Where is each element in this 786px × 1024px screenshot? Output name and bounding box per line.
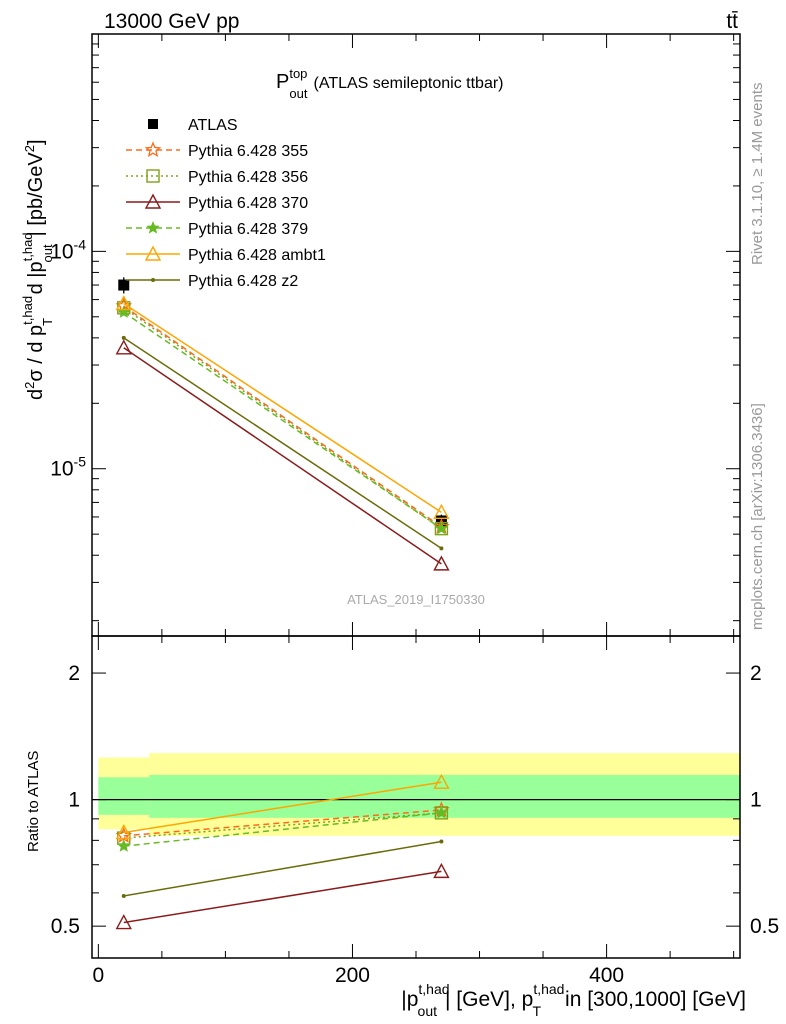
title-sup: top	[289, 66, 307, 81]
legend-marker-2	[146, 169, 160, 183]
main-series-line-6	[123, 337, 442, 550]
rivet-note: Rivet 3.1.10, ≥ 1.4M events	[749, 83, 766, 266]
main-plot-title: Ptop out (ATLAS semileptonic ttbar)	[276, 66, 504, 101]
legend-marker-1	[144, 141, 162, 158]
ratio-y-tick-label-left-2: 2	[68, 662, 80, 685]
main-point-3-1	[433, 555, 450, 571]
main-series-line-4	[123, 311, 442, 530]
ratio-x-tick-label-2: 400	[589, 964, 624, 987]
legend-label-0: ATLAS	[188, 117, 238, 134]
main-series-line-3	[123, 347, 442, 565]
ratio-point-3-0	[117, 839, 131, 852]
main-point-0-0	[118, 279, 130, 291]
ratio-y-tick-label-right-2: 2	[750, 662, 762, 685]
main-y-axis-label: d2σ / d pt,had T d |pt,had out| [pb/GeV2]	[20, 139, 55, 400]
main-point-6-1	[439, 546, 444, 551]
legend-marker-0	[148, 119, 158, 129]
ratio-series-line-2	[123, 870, 442, 924]
legend-label-2: Pythia 6.428 356	[188, 169, 308, 186]
header-right-label: tt̄	[726, 10, 738, 33]
main-y-tick-label-1: 10-4	[50, 236, 86, 263]
legend-label-3: Pythia 6.428 370	[188, 195, 308, 212]
main-series-line-2	[123, 307, 442, 530]
main-point-6-0	[121, 335, 126, 340]
ratio-axes: 0.5 0.5 1 1 2 2 0 200 400	[51, 635, 779, 987]
legend: ATLAS Pythia 6.428 355 Pythia 6.428 356 Pyt…	[126, 117, 326, 290]
main-series-lines	[115, 277, 450, 571]
legend-marker-6	[151, 278, 155, 282]
ratio-point-4-1	[433, 773, 450, 789]
main-y-tick-label-0: 10-5	[50, 454, 86, 481]
legend-marker-3	[144, 193, 162, 209]
legend-label-4: Pythia 6.428 379	[188, 221, 308, 238]
main-point-5-0	[115, 295, 132, 311]
main-point-4-1	[434, 521, 449, 535]
legend-label-5: Pythia 6.428 ambt1	[188, 247, 326, 264]
ratio-point-4-0	[115, 824, 132, 840]
legend-marker-5	[144, 245, 162, 261]
legend-label-6: Pythia 6.428 z2	[188, 273, 298, 290]
ratio-point-2-0	[115, 914, 132, 930]
title-sub: out	[289, 86, 307, 101]
ratio-y-tick-label-right-0: 0.5	[750, 915, 779, 938]
ratio-series-line-5	[123, 840, 442, 897]
ratio-point-3-1	[434, 805, 449, 819]
ratio-x-tick-label-0: 0	[93, 964, 105, 987]
ratio-series-lines	[115, 773, 450, 930]
main-point-4-0	[117, 305, 131, 318]
legend-marker-4	[146, 221, 160, 234]
title-rest: (ATLAS semileptonic ttbar)	[314, 75, 504, 92]
ratio-band-1-0	[98, 777, 150, 815]
ratio-y-tick-label-left-1: 1	[68, 789, 80, 812]
main-point-5-1	[433, 503, 450, 520]
title-main: P	[276, 71, 289, 93]
mcplots-note: mcplots.cern.ch [arXiv:1306.3436]	[749, 403, 766, 630]
legend-label-1: Pythia 6.428 355	[188, 143, 308, 160]
header-left-label: 13000 GeV pp	[104, 10, 239, 33]
main-point-3-0	[115, 339, 132, 355]
ratio-series-line-1	[123, 812, 442, 839]
ratio-point-5-0	[121, 893, 126, 898]
ratio-y-tick-label-right-1: 1	[750, 789, 762, 812]
watermark-label: ATLAS_2019_I1750330	[347, 592, 485, 607]
ratio-point-5-1	[439, 839, 444, 844]
ratio-x-tick-label-1: 200	[335, 964, 370, 987]
main-axes: 10-5 10-4	[50, 33, 741, 637]
ratio-y-axis-label: Ratio to ATLAS	[25, 751, 42, 852]
ratio-series-line-4	[123, 781, 442, 834]
ratio-y-tick-label-left-0: 0.5	[51, 915, 80, 938]
main-series-line-5	[123, 302, 442, 513]
ratio-series-line-3	[123, 812, 442, 847]
ratio-point-2-1	[433, 862, 450, 879]
ratio-series-line-0	[123, 809, 442, 837]
ratio-uncertainty-bands	[92, 753, 741, 836]
main-series-line-1	[123, 305, 442, 528]
